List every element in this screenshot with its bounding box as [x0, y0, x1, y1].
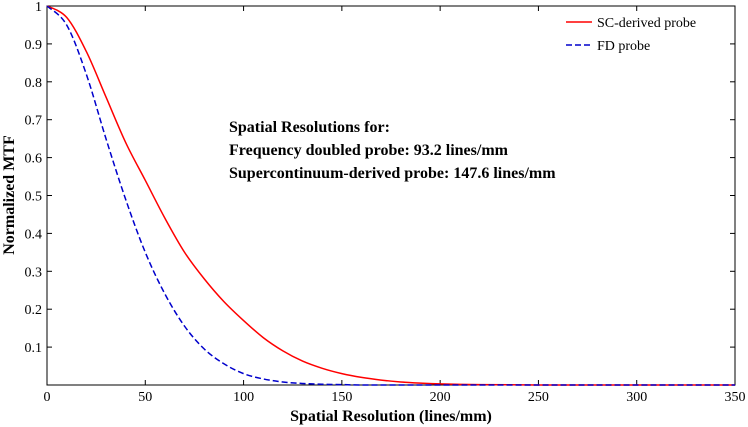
y-tick-label-7: 0.8 [25, 76, 43, 91]
x-tick-label-7: 350 [725, 390, 746, 405]
y-tick-label-3: 0.4 [25, 227, 43, 242]
y-tick-label-2: 0.3 [25, 265, 43, 280]
y-tick-label-0: 0.1 [25, 341, 43, 356]
x-tick-label-6: 300 [626, 390, 647, 405]
legend: SC-derived probe FD probe [566, 16, 696, 54]
y-axis-title: Normalized MTF [1, 135, 18, 255]
x-tick-label-3: 150 [331, 390, 352, 405]
series-line-sc-derived-probe [46, 5, 735, 386]
x-tick-label-5: 250 [528, 390, 549, 405]
annotation-block: Spatial Resolutions for: Frequency doubl… [229, 119, 556, 182]
x-tick-label-0: 0 [44, 390, 51, 405]
legend-label-sc: SC-derived probe [597, 16, 696, 31]
annotation-heading: Spatial Resolutions for: [229, 119, 390, 136]
annotation-sc-resolution: Supercontinuum-derived probe: 147.6 line… [229, 165, 556, 182]
annotation-fd-resolution: Frequency doubled probe: 93.2 lines/mm [229, 142, 509, 159]
axis-ticks: 0 50 100 150 200 250 300 350 0.1 0.2 0.3 0.4 0.5 0.6 0… [25, 0, 746, 405]
y-tick-label-4: 0.5 [25, 190, 43, 205]
y-tick-label-8: 0.9 [25, 38, 43, 53]
x-tick-label-4: 200 [430, 390, 451, 405]
series-layer [46, 5, 735, 386]
plot-area [46, 5, 736, 386]
x-axis-title: Spatial Resolution (lines/mm) [290, 408, 492, 425]
y-tick-label-5: 0.6 [25, 152, 43, 167]
y-tick-label-6: 0.7 [25, 114, 43, 129]
legend-label-fd: FD probe [597, 39, 650, 54]
x-tick-label-2: 100 [233, 390, 254, 405]
x-tick-label-1: 50 [138, 390, 152, 405]
y-tick-label-1: 0.2 [25, 303, 43, 318]
series-line-fd-probe [46, 5, 735, 386]
y-tick-label-9: 1 [35, 0, 42, 15]
